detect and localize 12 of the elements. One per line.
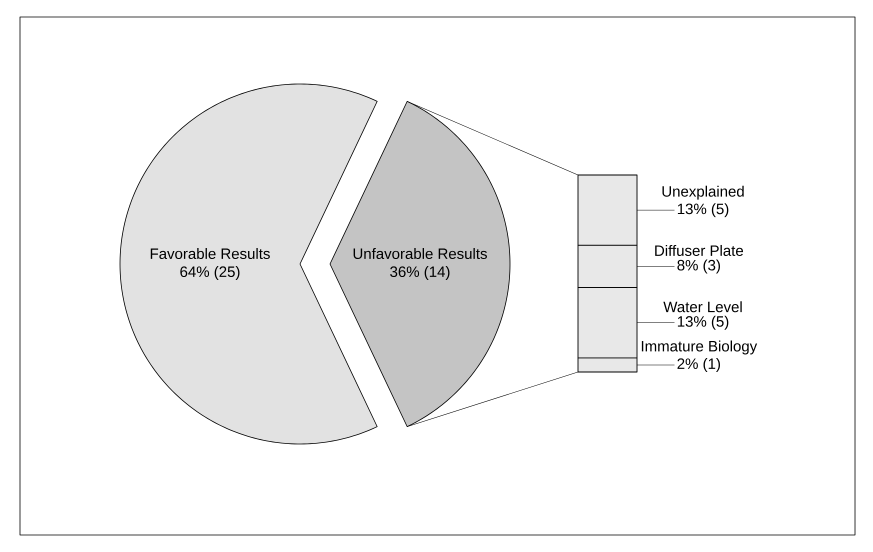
data-label: 13% (5) [678, 203, 728, 218]
data-label: 36% (14) [390, 266, 450, 280]
data-label: 64% (25) [180, 266, 240, 280]
data-label: 8% (3) [677, 259, 720, 274]
data-label: 2% (1) [678, 358, 720, 372]
slice-label: Favorable Results [150, 248, 270, 260]
series-label: Water Level [663, 301, 742, 312]
data-label: 13% (5) [678, 316, 728, 330]
slice-label: Unfavorable Results [354, 248, 487, 260]
series-label: Immature Biology [642, 340, 758, 354]
series-label: Diffuser Plate [655, 244, 744, 256]
series-label: Unexplained [662, 186, 744, 200]
